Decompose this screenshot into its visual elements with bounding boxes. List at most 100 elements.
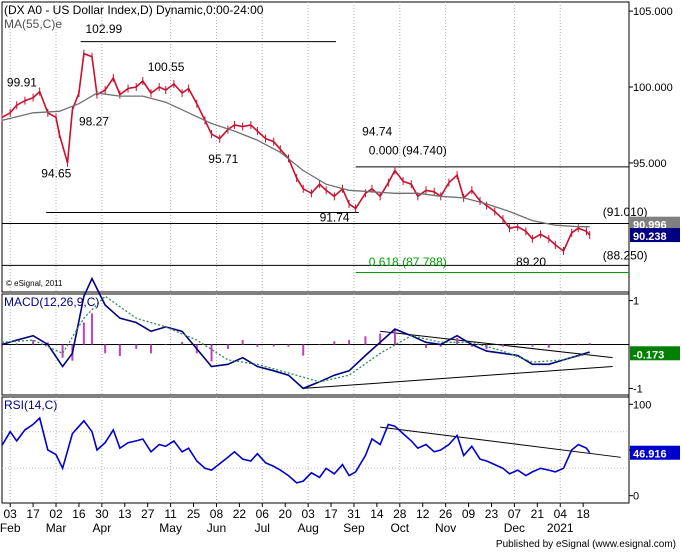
histogram-bar bbox=[164, 344, 167, 345]
annotation-label: (91.010) bbox=[603, 205, 648, 219]
histogram-bar bbox=[256, 344, 259, 347]
panel-frame-1 bbox=[1, 1, 630, 293]
x-tick-label: 12 bbox=[416, 507, 430, 521]
histogram-bar bbox=[82, 322, 85, 345]
histogram-bar bbox=[1, 344, 3, 347]
value-tag-bg bbox=[630, 346, 680, 361]
trendline bbox=[380, 330, 613, 359]
y-tick-label: 105.000 bbox=[633, 6, 673, 18]
x-month-label: May bbox=[159, 521, 182, 535]
y-tick-label: 1 bbox=[633, 296, 639, 308]
annotation-label: 89.20 bbox=[516, 255, 546, 269]
histogram-bar bbox=[32, 340, 35, 345]
x-tick-label: 11 bbox=[164, 507, 177, 521]
x-tick-label: 26 bbox=[439, 507, 453, 521]
x-tick-label: 20 bbox=[279, 507, 293, 521]
histogram-bar bbox=[562, 344, 565, 345]
histogram-bar bbox=[241, 340, 244, 345]
x-tick-label: 03 bbox=[301, 507, 315, 521]
histogram-bar bbox=[302, 344, 305, 356]
series-line-1 bbox=[1, 52, 591, 253]
histogram-bar bbox=[348, 340, 351, 345]
histogram-bar bbox=[425, 344, 428, 348]
series-line-2 bbox=[1, 92, 590, 228]
annotation-label: 0.618 (87.788) bbox=[369, 255, 447, 269]
x-tick-label: 13 bbox=[118, 507, 132, 521]
x-month-label: Sep bbox=[343, 521, 365, 535]
y-tick-label: 95.000 bbox=[633, 158, 667, 170]
x-month-label: Jul bbox=[255, 521, 270, 535]
x-month-label: Mar bbox=[46, 521, 67, 535]
histogram-bar bbox=[470, 344, 473, 347]
annotation-label: 100.55 bbox=[148, 60, 185, 74]
x-month-label: Nov bbox=[435, 521, 456, 535]
histogram-bar bbox=[287, 344, 290, 347]
histogram-bar bbox=[135, 344, 138, 349]
annotation-label: 99.91 bbox=[7, 75, 37, 89]
histogram-bar bbox=[318, 344, 321, 345]
histogram-bar bbox=[516, 343, 519, 345]
histogram-bar bbox=[210, 344, 213, 362]
x-tick-label: 30 bbox=[95, 507, 109, 521]
histogram-bar bbox=[91, 313, 94, 345]
histogram-bar bbox=[547, 344, 550, 348]
histogram-bar bbox=[364, 336, 367, 345]
value-tag-bg bbox=[630, 216, 680, 231]
x-tick-label: 18 bbox=[576, 507, 590, 521]
histogram-bar bbox=[439, 344, 442, 347]
series-line-1 bbox=[1, 276, 590, 390]
annotation-label: 95.71 bbox=[208, 152, 238, 166]
x-month-label: 2021 bbox=[547, 521, 574, 535]
x-month-label: Apr bbox=[93, 521, 112, 535]
x-tick-label: 02 bbox=[49, 507, 63, 521]
histogram-bar bbox=[588, 343, 591, 345]
histogram-bar bbox=[531, 344, 534, 347]
x-tick-label: 28 bbox=[393, 507, 407, 521]
y-tick-label: 100 bbox=[633, 399, 651, 411]
trendline bbox=[380, 426, 621, 458]
panel-title: MACD(12,26,9,C) bbox=[4, 295, 99, 309]
x-tick-label: 04 bbox=[554, 507, 568, 521]
histogram-bar bbox=[15, 343, 18, 345]
value-tag-label: 46.916 bbox=[633, 449, 667, 461]
y-tick-label: 0 bbox=[633, 491, 639, 503]
x-tick-label: 23 bbox=[485, 507, 499, 521]
annotation-label: 0.000 (94.740) bbox=[369, 144, 447, 158]
watermark: © eSignal, 2011 bbox=[6, 279, 63, 288]
x-tick-label: 08 bbox=[210, 507, 224, 521]
histogram-bar bbox=[393, 328, 396, 345]
panel-title: (DX A0 - US Dollar Index,D) Dynamic,0:00… bbox=[4, 3, 264, 17]
y-tick-label: -1 bbox=[633, 383, 643, 395]
annotation-label: 102.99 bbox=[85, 22, 122, 36]
y-tick-label: 100.000 bbox=[633, 82, 673, 94]
x-tick-label: 03 bbox=[4, 507, 18, 521]
histogram-bar bbox=[379, 333, 382, 345]
x-tick-label: 09 bbox=[462, 507, 476, 521]
footer-text: Published by eSignal (www.esignal.com) bbox=[496, 539, 676, 550]
histogram-bar bbox=[272, 344, 275, 347]
x-tick-label: 22 bbox=[233, 507, 247, 521]
annotation-label: 91.74 bbox=[320, 210, 350, 224]
annotation-label: 98.27 bbox=[79, 115, 109, 129]
annotation-label: 94.74 bbox=[362, 125, 392, 139]
x-tick-label: 16 bbox=[72, 507, 86, 521]
series-line-2 bbox=[1, 295, 590, 383]
histogram-bar bbox=[577, 343, 580, 345]
value-tag-bg bbox=[630, 445, 680, 460]
x-month-label: Oct bbox=[390, 521, 409, 535]
x-tick-label: 31 bbox=[347, 507, 361, 521]
panel-frame-3 bbox=[1, 396, 630, 504]
x-tick-label: 25 bbox=[187, 507, 201, 521]
histogram-bar bbox=[46, 342, 49, 345]
histogram-bar bbox=[410, 344, 413, 345]
x-month-label: Feb bbox=[0, 521, 21, 535]
value-tag-label: -0.173 bbox=[633, 349, 664, 361]
annotation-label: (88.250) bbox=[603, 248, 648, 262]
histogram-bar bbox=[333, 341, 336, 345]
x-tick-label: 27 bbox=[141, 507, 155, 521]
x-tick-label: 17 bbox=[26, 507, 40, 521]
histogram-bar bbox=[149, 344, 152, 354]
panel-subtitle: MA(55,C)e bbox=[4, 17, 62, 31]
histogram-bar bbox=[501, 344, 504, 347]
